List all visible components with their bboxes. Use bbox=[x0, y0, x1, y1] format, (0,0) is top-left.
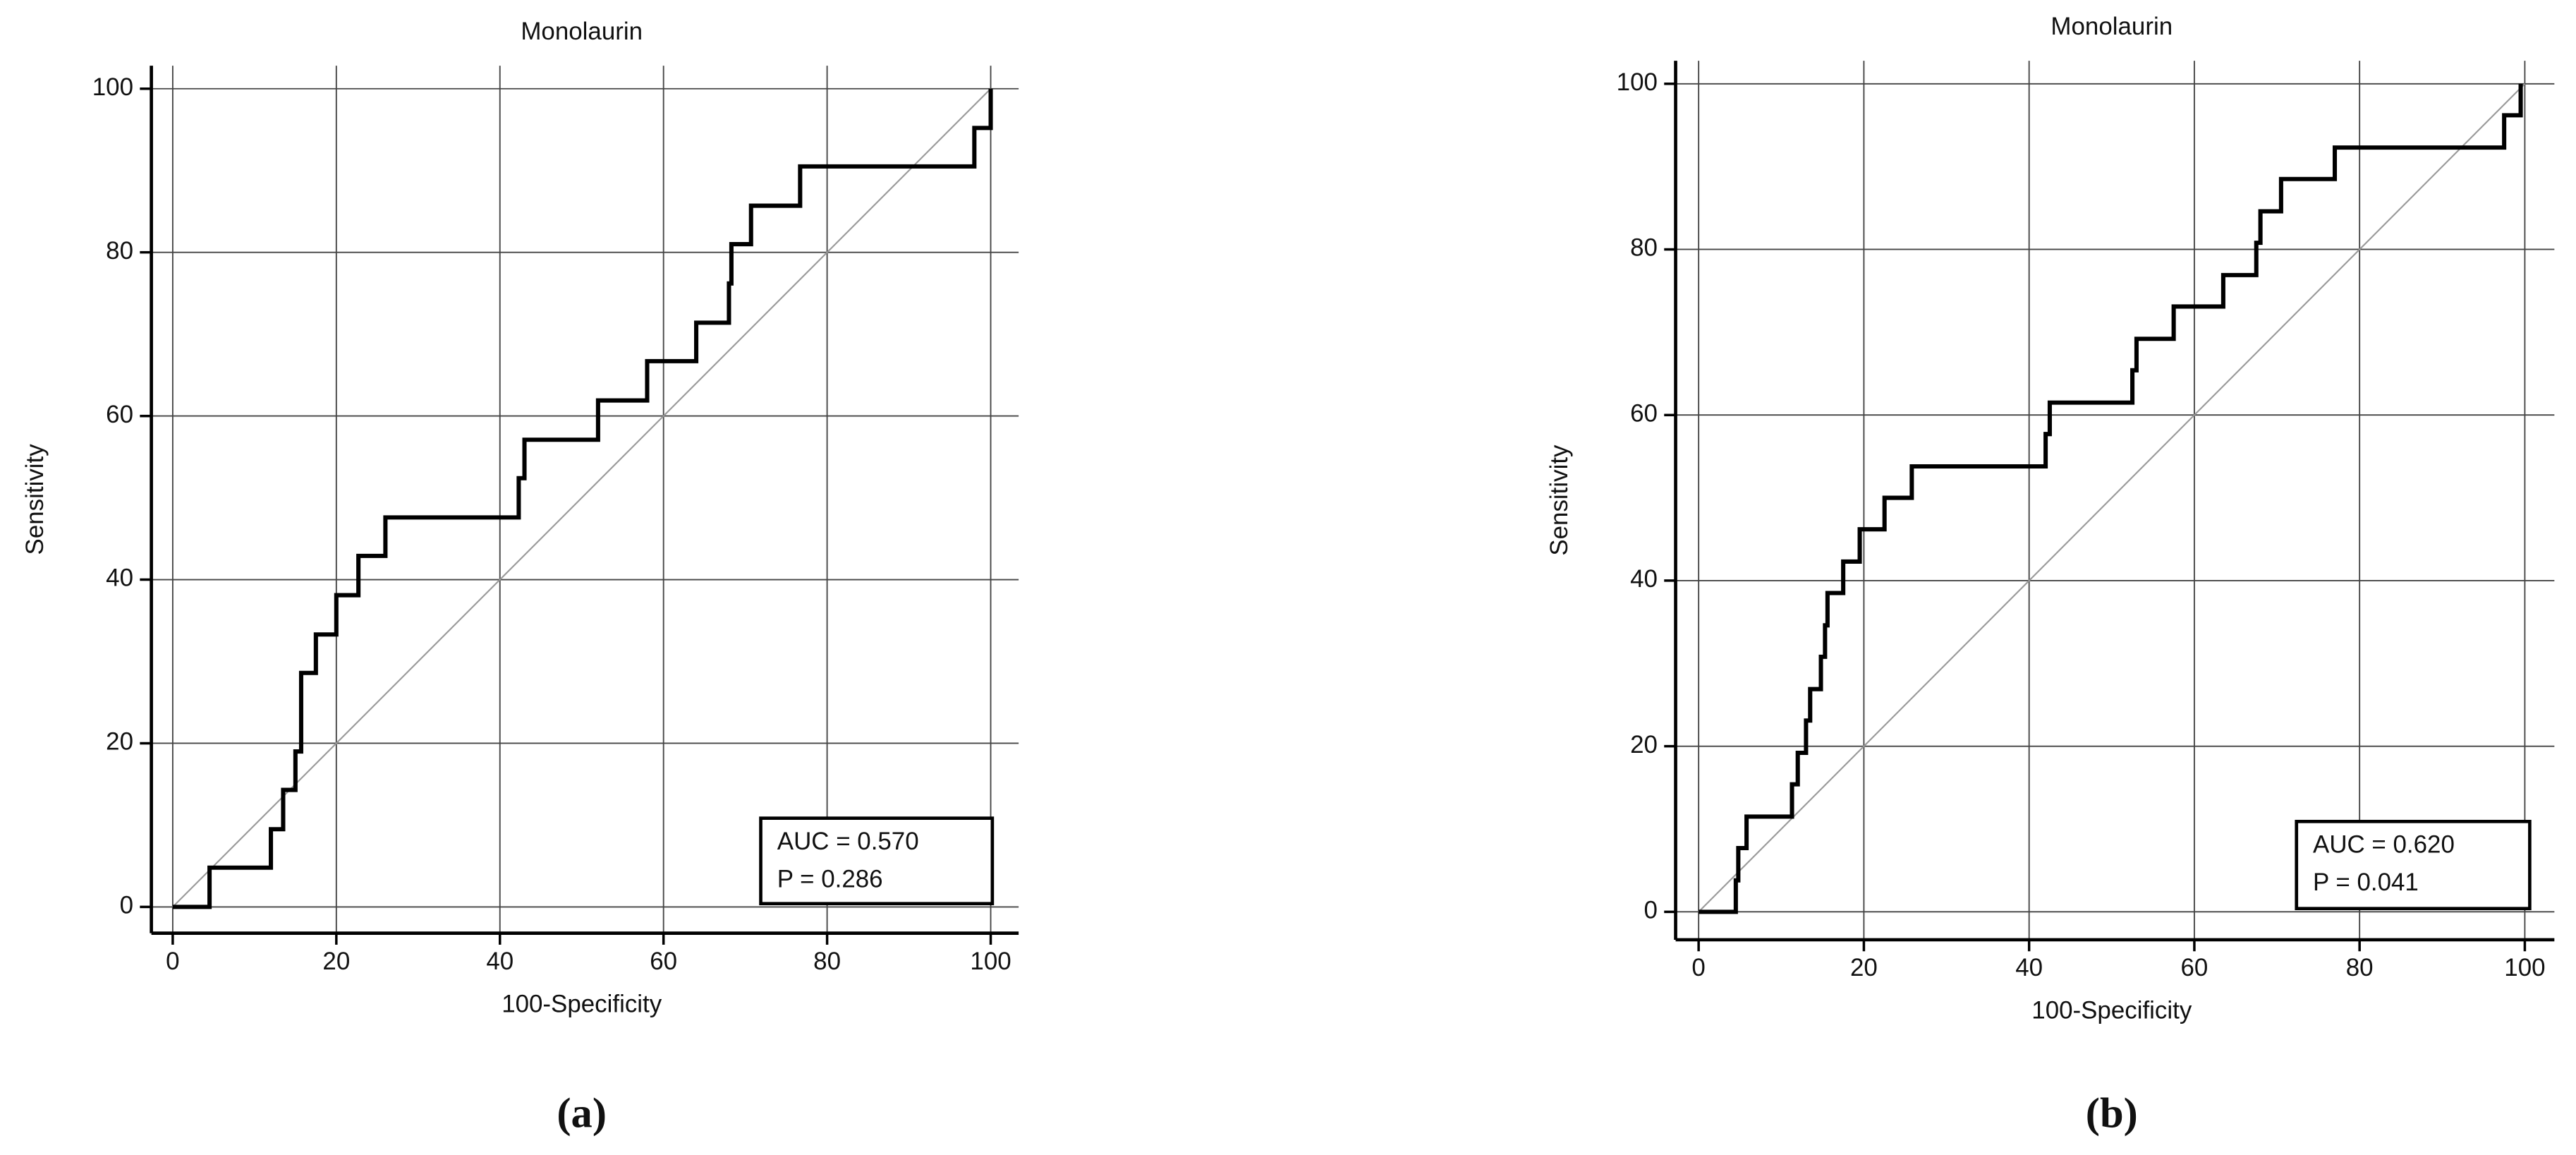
y-tick-label: 40 bbox=[106, 564, 133, 592]
y-tick-label: 60 bbox=[1630, 399, 1658, 427]
x-tick-label: 80 bbox=[813, 948, 841, 975]
x-tick-label: 60 bbox=[650, 948, 677, 975]
y-tick-label: 60 bbox=[106, 401, 133, 428]
panel-label: (a) bbox=[557, 1089, 607, 1137]
x-tick-label: 40 bbox=[2015, 954, 2043, 981]
roc-curve bbox=[172, 88, 993, 909]
reference-line bbox=[1698, 83, 2526, 913]
x-tick-label: 60 bbox=[2181, 954, 2209, 981]
panel-label: (b) bbox=[2086, 1089, 2138, 1137]
y-tick-label: 100 bbox=[92, 73, 133, 101]
annotation: P = 0.041 bbox=[2313, 869, 2419, 896]
x-tick-label: 20 bbox=[322, 948, 350, 975]
x-tick-label: 100 bbox=[2504, 954, 2545, 981]
y-tick-label: 0 bbox=[1644, 897, 1658, 924]
y-tick-label: 20 bbox=[1630, 731, 1658, 758]
x-tick-label: 0 bbox=[166, 948, 179, 975]
x-tick-label: 100 bbox=[970, 948, 1011, 975]
annotation-box bbox=[2295, 819, 2532, 911]
y-tick-label: 40 bbox=[1630, 565, 1658, 593]
y-tick-label: 100 bbox=[1617, 68, 1658, 96]
annotation-box bbox=[759, 816, 995, 906]
x-axis-label: 100-Specificity bbox=[2031, 997, 2192, 1024]
y-tick-label: 0 bbox=[120, 892, 133, 919]
annotation: AUC = 0.620 bbox=[2313, 830, 2455, 858]
chart-title: Monolaurin bbox=[2051, 13, 2173, 40]
annotation: P = 0.286 bbox=[777, 865, 883, 893]
chart-title: Monolaurin bbox=[521, 18, 643, 45]
x-axis-label: 100-Specificity bbox=[502, 990, 662, 1017]
x-tick-label: 40 bbox=[486, 948, 514, 975]
x-tick-label: 20 bbox=[1850, 954, 1878, 981]
y-tick-label: 80 bbox=[106, 237, 133, 265]
y-axis-label: Sensitivity bbox=[21, 444, 49, 555]
y-tick-label: 80 bbox=[1630, 234, 1658, 262]
reference-line bbox=[172, 88, 992, 908]
x-tick-label: 0 bbox=[1691, 954, 1705, 981]
x-tick-label: 80 bbox=[2346, 954, 2374, 981]
annotation: AUC = 0.570 bbox=[777, 828, 919, 855]
roc-curve bbox=[1699, 83, 2523, 914]
y-axis-label: Sensitivity bbox=[1545, 445, 1573, 556]
y-tick-label: 20 bbox=[106, 728, 133, 756]
